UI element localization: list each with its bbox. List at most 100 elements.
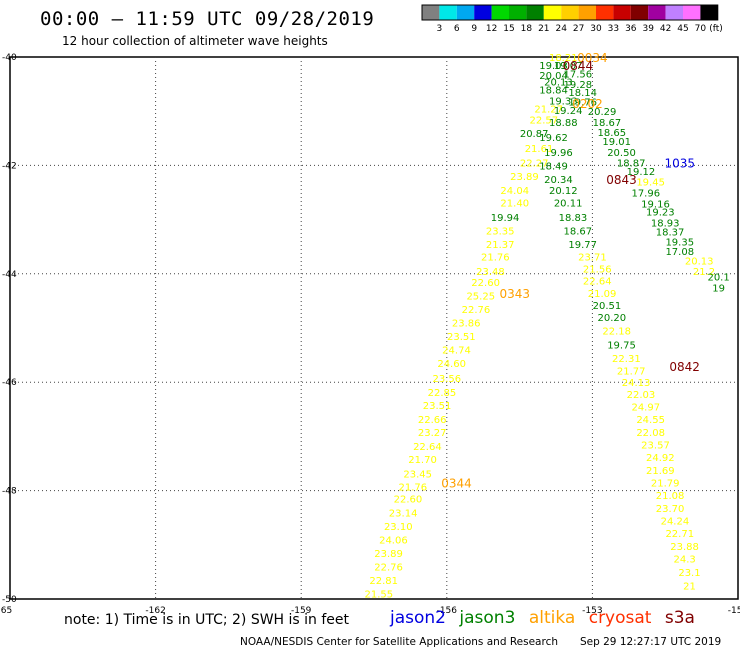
- page-subtitle: 12 hour collection of altimeter wave hei…: [62, 34, 328, 48]
- y-tick-label: -46: [2, 378, 17, 388]
- wave-height-point: 19.07: [554, 61, 583, 72]
- color-swatch-label: 9: [471, 24, 477, 34]
- wave-height-point: 21.69: [646, 466, 675, 477]
- wave-height-point: 22.08: [636, 428, 665, 439]
- wave-height-point: 20.1: [707, 273, 729, 284]
- x-tick-label: -165: [0, 606, 12, 616]
- y-tick-label: -42: [2, 161, 17, 171]
- wave-height-chart: -165 -162 -159 -156 -153 -150 -40 -42 -44 -46 -48 -…: [0, 51, 740, 616]
- x-tick-label: -150: [728, 606, 740, 616]
- wave-height-point: 18.84: [539, 86, 568, 97]
- color-scale-border: [421, 4, 719, 21]
- color-swatch-label: 24: [555, 24, 567, 34]
- wave-height-point: 19.01: [602, 137, 631, 148]
- color-swatch: [700, 5, 718, 20]
- color-scale-legend: 3 6 9 12 15 18 21 24 27 30 33 36 39 42 45 70 (ft): [421, 4, 723, 34]
- wave-height-point: 22.76: [374, 562, 403, 573]
- wave-height-point: 19.12: [627, 167, 656, 178]
- wave-height-point: 24.92: [646, 453, 675, 464]
- wave-height-point: 24.60: [437, 359, 466, 370]
- wave-height-point: 21.2: [693, 267, 715, 278]
- x-tick-label: -162: [145, 606, 165, 616]
- wave-height-point: 25.25: [466, 291, 495, 302]
- wave-height-point: 20.87: [520, 129, 549, 140]
- wave-height-point: 22.31: [612, 354, 641, 365]
- wave-height-point: 19.75: [607, 340, 636, 351]
- wave-height-point: 21.76: [481, 252, 510, 263]
- wave-height-point: 20.13: [685, 256, 714, 267]
- page-title: 00:00 – 11:59 UTC 09/28/2019: [40, 8, 375, 30]
- wave-height-point: 19.16: [641, 199, 670, 210]
- wave-height-point: 19.23: [646, 207, 675, 218]
- wave-height-point: 23.45: [403, 469, 432, 480]
- wave-height-point: 22.03: [627, 390, 656, 401]
- color-swatch-label: 30: [590, 24, 602, 34]
- wave-height-point: 21.76: [399, 482, 428, 493]
- wave-height-point: 23.51: [423, 401, 452, 412]
- wave-height-point: 24.06: [379, 535, 408, 546]
- wave-height-point: 24.3: [673, 554, 695, 565]
- color-swatch: [648, 5, 666, 20]
- wave-height-point: 19.77: [568, 240, 597, 251]
- wave-height-point: 24.74: [442, 346, 471, 357]
- color-swatch-label: 45: [677, 24, 688, 34]
- color-swatch: [491, 5, 509, 20]
- wave-height-point: 24.55: [636, 415, 665, 426]
- wave-height-point: 22.85: [428, 388, 457, 399]
- color-swatch: [509, 5, 527, 20]
- wave-height-point: 21.61: [525, 144, 554, 155]
- wave-height-point: 23.1: [678, 568, 700, 579]
- wave-height-point: 21.27: [534, 104, 563, 115]
- color-swatch-label: 18: [521, 24, 533, 34]
- wave-height-point: 21: [683, 581, 696, 592]
- wave-height-point: 23.27: [418, 428, 447, 439]
- color-swatch: [543, 5, 562, 20]
- wave-height-point: 23.89: [510, 172, 539, 183]
- color-swatch: [630, 5, 649, 20]
- wave-height-point: 18.49: [539, 161, 568, 172]
- wave-height-point: 18.14: [568, 88, 597, 99]
- wave-height-point: 18.93: [651, 218, 680, 229]
- color-swatch: [561, 5, 579, 20]
- wave-height-point: 23.57: [641, 441, 670, 452]
- source-jason2: jason2: [390, 608, 446, 628]
- plot-frame: [9, 56, 739, 600]
- wave-height-point: 19.62: [539, 133, 568, 144]
- wave-height-point: 21.56: [583, 264, 612, 275]
- wave-height-point: 21.70: [408, 455, 437, 466]
- color-swatch-label: 70: [695, 24, 707, 34]
- wave-height-point: 22.27: [520, 159, 549, 170]
- color-swatch: [665, 5, 683, 20]
- wave-height-point: 22.64: [413, 442, 442, 453]
- wave-height-point: 22.18: [602, 327, 631, 338]
- color-swatch: [613, 5, 631, 20]
- wave-height-point: 19.96: [544, 148, 573, 159]
- wave-height-point: 23.14: [389, 508, 418, 519]
- wave-height-point: 18.88: [549, 118, 578, 129]
- wave-height-point: 22.66: [418, 415, 447, 426]
- wave-height-point: 19.35: [665, 237, 694, 248]
- source-jason3: jason3: [459, 608, 516, 628]
- wave-height-point: 23.51: [447, 332, 476, 343]
- x-tick-label: -156: [437, 606, 458, 616]
- wave-height-point: 23.71: [578, 252, 607, 263]
- pass-time-label: 0843: [606, 173, 637, 187]
- wave-height-point: 22.60: [394, 495, 423, 506]
- wave-height-point: 21.55: [365, 590, 394, 601]
- pass-time-label: 0844: [563, 59, 594, 73]
- wave-height-point: 19.76: [568, 97, 597, 108]
- wave-height-point: 19.28: [564, 80, 593, 91]
- pass-time-label: 0344: [441, 476, 472, 490]
- color-swatch-label: 36: [625, 24, 637, 34]
- wave-height-point: 23.88: [670, 542, 699, 553]
- wave-height-point: 20.12: [549, 186, 578, 197]
- color-swatch-label: 27: [573, 24, 584, 34]
- color-swatch-label: 3: [437, 24, 443, 34]
- wave-height-point: 21.77: [617, 366, 646, 377]
- pass-time-label: 0842: [669, 360, 700, 374]
- wave-height-point: 24.24: [661, 516, 690, 527]
- wave-height-point: 20.20: [597, 313, 626, 324]
- source-s3a: s3a: [664, 608, 695, 628]
- wave-height-point: 23.86: [452, 319, 481, 330]
- wave-height-point: 22.71: [665, 529, 694, 540]
